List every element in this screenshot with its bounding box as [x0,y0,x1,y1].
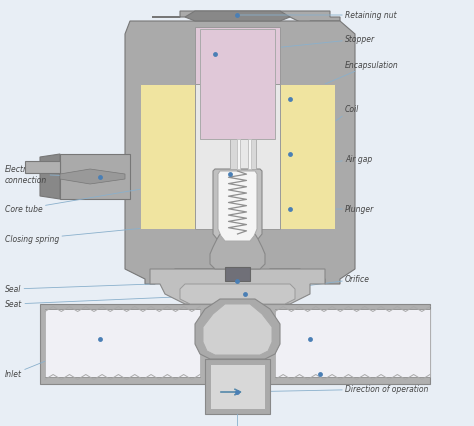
Bar [237,140,240,170]
Bar [195,28,280,143]
Text: Outlet: Outlet [310,315,369,339]
Bar [195,85,280,230]
Text: Seat: Seat [5,294,245,309]
Polygon shape [185,12,290,22]
Bar [248,140,256,170]
Bar [140,85,200,230]
Bar [45,309,200,377]
Polygon shape [210,234,265,269]
Polygon shape [195,299,280,359]
Text: Retaining nut: Retaining nut [237,12,397,20]
Text: Orifice: Orifice [245,275,370,294]
Polygon shape [213,170,262,248]
Bar [237,140,240,170]
Polygon shape [60,170,125,184]
Bar [275,309,430,377]
Bar [200,30,275,140]
Text: Direction of operation: Direction of operation [237,385,428,394]
Text: Process connection: Process connection [320,340,419,374]
Bar [225,268,250,281]
Bar [248,140,251,170]
Polygon shape [60,155,130,199]
Bar [210,364,265,409]
Polygon shape [150,269,325,304]
Polygon shape [40,155,60,199]
Text: Seal: Seal [5,281,237,294]
Bar [205,359,270,414]
Text: Air gap: Air gap [230,155,372,175]
Text: Coil: Coil [290,105,359,155]
Polygon shape [180,284,295,304]
Text: Plunger: Plunger [290,205,374,214]
Text: Electrical
connection: Electrical connection [5,165,100,184]
Polygon shape [125,22,355,284]
Polygon shape [218,172,257,242]
Text: Closing spring: Closing spring [5,219,237,244]
Bar [25,161,60,173]
Polygon shape [152,12,340,28]
Bar [275,85,335,230]
Text: Core tube: Core tube [5,175,230,214]
Bar [40,304,430,384]
Text: Stopper: Stopper [215,35,375,55]
Text: Inlet: Inlet [5,339,100,379]
Bar [230,140,238,170]
Polygon shape [203,304,272,355]
Text: Encapsulation: Encapsulation [290,60,399,100]
